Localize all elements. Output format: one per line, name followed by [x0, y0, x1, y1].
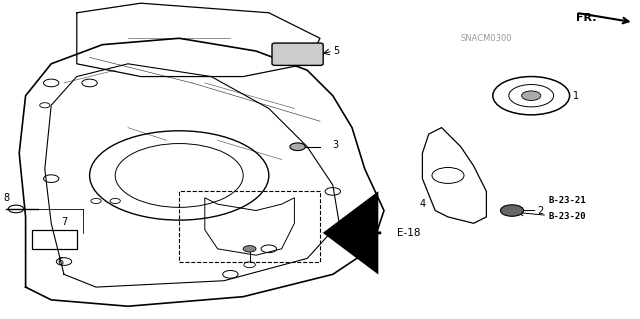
Circle shape — [500, 205, 524, 216]
Text: E-18: E-18 — [397, 228, 420, 238]
Circle shape — [522, 91, 541, 100]
Text: 5: 5 — [333, 46, 339, 56]
Text: FR.: FR. — [576, 13, 596, 23]
Text: 2: 2 — [538, 205, 544, 216]
Text: SNACM0300: SNACM0300 — [461, 34, 512, 43]
Text: 8: 8 — [3, 193, 10, 203]
Text: 3: 3 — [333, 140, 339, 150]
Text: 4: 4 — [419, 199, 426, 209]
Text: B-23-20: B-23-20 — [548, 212, 586, 221]
Bar — [179, 191, 320, 262]
Circle shape — [243, 246, 256, 252]
Text: B-23-21: B-23-21 — [548, 197, 586, 205]
FancyBboxPatch shape — [272, 43, 323, 65]
Text: 7: 7 — [61, 217, 67, 227]
Text: 6: 6 — [58, 256, 64, 267]
Circle shape — [290, 143, 305, 151]
Text: 1: 1 — [573, 91, 579, 101]
